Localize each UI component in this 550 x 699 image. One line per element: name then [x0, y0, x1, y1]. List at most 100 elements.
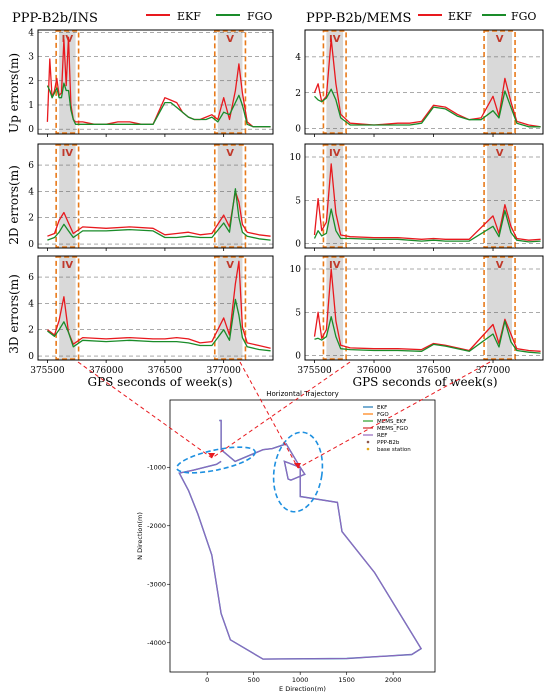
region-box: [55, 144, 80, 248]
region-shade: [326, 30, 344, 134]
panel-ins-2d: IV V 0 2 4 6: [28, 143, 274, 251]
axes-frame: [304, 255, 544, 361]
ylabel-ins-up: Up errors(m): [7, 53, 21, 133]
x-tick-label: 1000: [292, 676, 309, 684]
region-shade: [59, 256, 76, 360]
region-shade: [217, 256, 243, 360]
traj-legend-label: FGO: [377, 412, 389, 418]
legend-right: EKF FGO: [418, 10, 536, 23]
traj-legend-label: REF: [377, 433, 387, 439]
legend-ekf-label-right: EKF: [448, 10, 472, 23]
region-box: [483, 144, 516, 248]
y-tick-label: 6: [28, 161, 34, 171]
connector-arrowhead: [208, 453, 215, 458]
x-tick-label: 376000: [357, 366, 392, 376]
trajectory-title: Horizontal Trajectory: [266, 390, 339, 398]
y-tick-label: 0: [295, 125, 301, 135]
ylabel-ins-2d: 2D errors(m): [7, 165, 21, 245]
x-tick-label: 1500: [338, 676, 355, 684]
y-tick-label: 0: [28, 352, 34, 362]
y-tick-label: 10: [290, 265, 302, 275]
y-tick-label: 0: [28, 125, 34, 135]
series-fgo: [47, 188, 271, 241]
traj-legend-marker: [366, 447, 370, 451]
y-tick-label: 2: [28, 214, 34, 224]
highlight-ellipse-iv: [176, 446, 256, 474]
series-fgo: [313, 208, 541, 243]
x-tick-label: 376500: [148, 366, 183, 376]
ylabel-ins-3d: 3D errors(m): [7, 274, 21, 354]
series-fgo: [314, 316, 541, 354]
region-box: [483, 256, 516, 360]
panel-mems-3d: IV V 0 5 10 375500 376000 376500 377000: [290, 255, 544, 376]
panel-mems-up: IV V 0 2 4: [295, 29, 544, 137]
region-label: IV: [62, 148, 74, 159]
traj-legend-label: MEMS_EKF: [377, 419, 406, 425]
y-tick-label: 2: [28, 326, 34, 336]
series-ekf: [313, 268, 541, 352]
y-tick-label: 1: [28, 101, 34, 111]
region-shade: [59, 144, 76, 248]
x-tick-label: 377000: [476, 366, 511, 376]
x-tick-label: 2000: [385, 676, 402, 684]
x-tick-label: 375500: [30, 366, 65, 376]
y-tick-label: 6: [28, 273, 34, 283]
connector-line: [211, 361, 351, 459]
x-tick-label: 377000: [206, 366, 241, 376]
region-label: IV: [329, 148, 341, 159]
x-tick-label: 376000: [89, 366, 124, 376]
y-tick-label: -3000: [147, 580, 166, 588]
region-box: [213, 144, 247, 248]
traj-legend-label: MEMS_FGO: [377, 426, 409, 432]
y-tick-label: 4: [28, 187, 34, 197]
series-ekf: [47, 190, 271, 237]
region-box: [55, 256, 80, 360]
y-tick-label: 5: [295, 308, 301, 318]
traj-legend-marker: [366, 440, 370, 444]
connector-line: [239, 361, 299, 469]
trajectory-xlabel: E Direction(m): [279, 685, 326, 693]
axes-frame: [37, 143, 274, 249]
connector-arrowhead: [294, 463, 301, 468]
region-label: V: [496, 260, 504, 271]
traj-legend-label: base station: [377, 447, 411, 453]
legend-fgo-label-right: FGO: [511, 10, 536, 23]
series-ekf: [313, 163, 541, 241]
legend-ekf-label: EKF: [177, 10, 201, 23]
series-ekf: [47, 260, 271, 349]
x-tick-label: 500: [247, 676, 259, 684]
axes-frame: [37, 255, 274, 361]
series-fgo: [46, 82, 271, 128]
xlabel-right: GPS seconds of week(s): [352, 375, 497, 389]
region-label: V: [226, 34, 234, 45]
y-tick-label: 0: [295, 240, 301, 250]
panel-mems-2d: IV V 0 5 10: [290, 143, 544, 251]
y-tick-label: -1000: [147, 463, 166, 471]
region-label: IV: [62, 34, 74, 45]
region-box: [483, 30, 516, 134]
region-label: V: [226, 148, 234, 159]
trajectory-ref-line: [178, 419, 422, 660]
axes-frame: [304, 29, 544, 135]
traj-legend-label: PPP-B2b: [377, 440, 400, 446]
panel-ins-3d: IV V 0 2 4 6 375500 376000 376500 377000: [28, 255, 274, 376]
y-tick-label: 5: [295, 196, 301, 206]
axes-frame: [304, 143, 544, 249]
region-label: IV: [62, 260, 74, 271]
y-tick-label: 4: [28, 28, 34, 38]
y-tick-label: 4: [28, 299, 34, 309]
region-label: IV: [329, 260, 341, 271]
legend-fgo-label: FGO: [247, 10, 272, 23]
series-fgo: [47, 298, 271, 352]
trajectory-ylabel: N Direction(m): [136, 512, 144, 560]
axes-frame: [37, 29, 274, 135]
region-box: [322, 30, 347, 134]
legend-left: EKF FGO: [146, 10, 272, 23]
y-tick-label: 0: [295, 352, 301, 362]
region-box: [322, 256, 347, 360]
region-label: V: [496, 148, 504, 159]
region-label: V: [496, 34, 504, 45]
region-label: V: [226, 260, 234, 271]
series-fgo: [314, 88, 541, 128]
